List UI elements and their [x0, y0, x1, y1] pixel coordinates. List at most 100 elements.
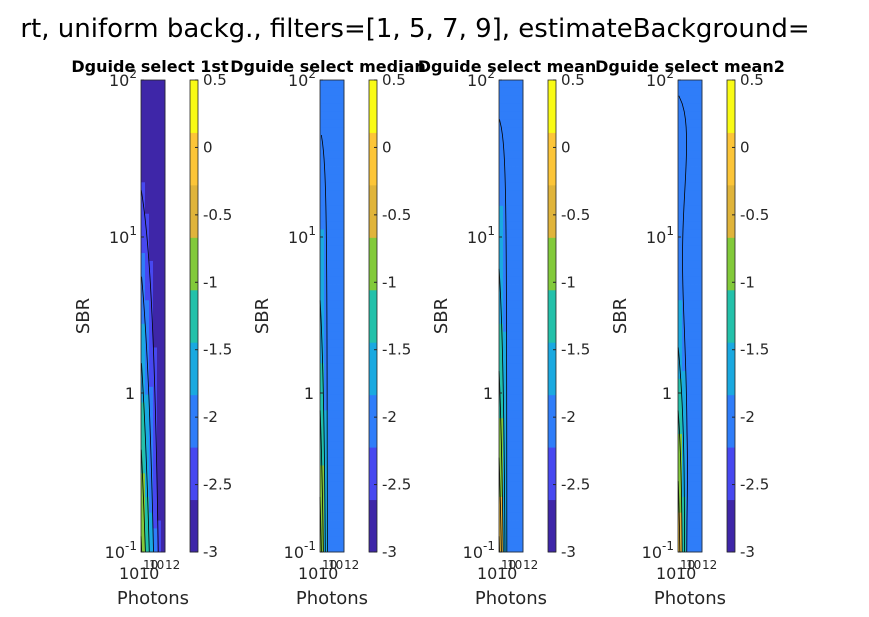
contour-cell — [336, 260, 341, 270]
contour-cell — [690, 221, 695, 230]
contour-cell — [149, 520, 154, 529]
contour-cell — [682, 174, 687, 183]
contour-cell — [507, 441, 512, 451]
contour-cell — [686, 410, 691, 419]
colorbar-tick-label: -0.5 — [561, 206, 590, 224]
contour-cell — [153, 284, 158, 293]
contour-cell — [519, 111, 524, 120]
contour-cell — [153, 363, 158, 372]
contour-cell — [145, 276, 150, 285]
contour-cell — [328, 536, 333, 545]
contour-cell — [698, 323, 703, 333]
colorbar-swatch — [548, 289, 556, 343]
contour-cell — [678, 142, 683, 152]
contour-cell — [153, 237, 158, 246]
contour-cell — [694, 418, 699, 427]
contour-cell — [515, 182, 520, 191]
x-tick-label: 10 — [497, 564, 517, 583]
contour-cell — [157, 87, 162, 97]
contour-cell — [328, 142, 333, 152]
contour-cell — [332, 135, 337, 144]
x-tick-label: 12 — [344, 558, 359, 572]
colorbar-swatch — [548, 447, 556, 501]
contour-cell — [149, 103, 154, 112]
contour-cell — [690, 103, 695, 112]
contour-cell — [324, 363, 329, 372]
contour-cell — [141, 363, 146, 372]
contour-cell — [145, 284, 150, 293]
contour-cell — [320, 536, 325, 545]
contour-cell — [698, 103, 703, 112]
contour-cell — [336, 371, 341, 380]
contour-cell — [320, 182, 325, 191]
x-tick-label: 10 — [328, 558, 343, 572]
contour-cell — [499, 127, 504, 136]
contour-cell — [686, 260, 691, 270]
colorbar-swatch — [548, 394, 556, 448]
contour-cell — [161, 135, 166, 144]
colorbar-swatch — [727, 132, 735, 186]
contour-line — [140, 449, 146, 553]
contour-cell — [149, 213, 154, 222]
contour-cell — [511, 536, 516, 545]
contour-cell — [503, 150, 508, 160]
contour-cell — [682, 276, 687, 285]
contour-cell — [161, 174, 166, 183]
contour-cell — [149, 260, 154, 270]
colorbar-swatch — [190, 447, 198, 501]
colorbar-tick-label: 0 — [561, 138, 571, 156]
contour-cell — [503, 142, 508, 152]
contour-cell — [690, 182, 695, 191]
contour-cell — [503, 111, 508, 120]
contour-cell — [157, 182, 162, 191]
contour-cell — [511, 473, 516, 482]
contour-cell — [332, 253, 337, 262]
contour-cell — [153, 300, 158, 309]
contour-cell — [698, 504, 703, 514]
contour-cell — [507, 496, 512, 506]
contour-cell — [519, 323, 524, 333]
contour-cell — [328, 504, 333, 514]
contour-cell — [153, 119, 158, 128]
contour-cell — [332, 449, 337, 458]
contour-cell — [690, 378, 695, 388]
contour-cell — [698, 95, 703, 104]
contour-cell — [161, 347, 166, 356]
contour-cell — [694, 284, 699, 293]
contour-cell — [686, 339, 691, 348]
contour-cell — [328, 174, 333, 183]
contour-cell — [149, 378, 154, 388]
contour-cell — [694, 347, 699, 356]
contour-cell — [141, 504, 146, 514]
contour-cell — [141, 410, 146, 419]
contour-cell — [320, 142, 325, 152]
contour-cell — [511, 481, 516, 490]
contour-cell — [698, 142, 703, 152]
contour-cell — [698, 402, 703, 411]
contour-cell — [324, 410, 329, 419]
contour-cell — [153, 166, 158, 175]
contour-cell — [507, 213, 512, 222]
colorbar-frame — [547, 79, 557, 553]
contour-cell — [157, 166, 162, 175]
contour-cell — [157, 347, 162, 356]
contour-cell — [145, 323, 150, 333]
contour-cell — [324, 119, 329, 128]
subplot-title: Dguide select mean2 — [595, 57, 785, 76]
contour-cell — [507, 182, 512, 191]
contour-cell — [340, 473, 345, 482]
contour-cell — [332, 80, 337, 89]
contour-cell — [515, 536, 520, 545]
colorbar-swatch — [727, 342, 735, 396]
contour-line — [498, 457, 502, 553]
contour-cell — [499, 481, 504, 490]
contour-cell — [161, 434, 166, 443]
contour-cell — [507, 158, 512, 167]
contour-cell — [145, 80, 150, 89]
contour-cell — [324, 386, 329, 396]
contour-cell — [141, 434, 146, 443]
contour-cell — [690, 528, 695, 537]
contour-cell — [320, 111, 325, 120]
contour-cell — [499, 166, 504, 175]
contour-cell — [324, 182, 329, 191]
